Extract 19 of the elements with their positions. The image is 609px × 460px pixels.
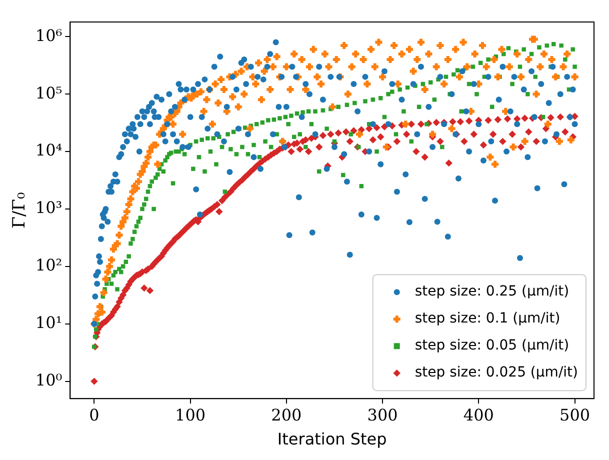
x-tick-label: 500 — [560, 405, 590, 424]
legend-label: step size: 0.05 (μm/it) — [414, 338, 570, 354]
y-tick-label: 10⁶ — [35, 26, 62, 45]
x-tick-label: 300 — [367, 405, 398, 424]
y-tick-label: 10⁰ — [35, 370, 62, 390]
y-tick-label: 10³ — [35, 198, 62, 218]
x-axis-title: Iteration Step — [277, 430, 387, 449]
x-tick-label: 100 — [175, 405, 206, 424]
x-tick-label: 0 — [89, 405, 100, 424]
legend-label: step size: 0.1 (μm/it) — [414, 310, 560, 327]
legend-label: step size: 0.25 (μm/it) — [414, 284, 570, 300]
y-tick-label: 10² — [35, 256, 62, 275]
y-tick-label: 10⁵ — [35, 83, 62, 102]
y-axis-title: Γ/Γ₀ — [10, 192, 30, 228]
x-tick-label: 200 — [271, 405, 302, 424]
y-tick-label: 10⁴ — [35, 140, 62, 160]
x-tick-label: 400 — [463, 405, 494, 424]
y-tick-label: 10¹ — [35, 313, 62, 332]
legend-label: step size: 0.025 (μm/it) — [414, 364, 578, 381]
